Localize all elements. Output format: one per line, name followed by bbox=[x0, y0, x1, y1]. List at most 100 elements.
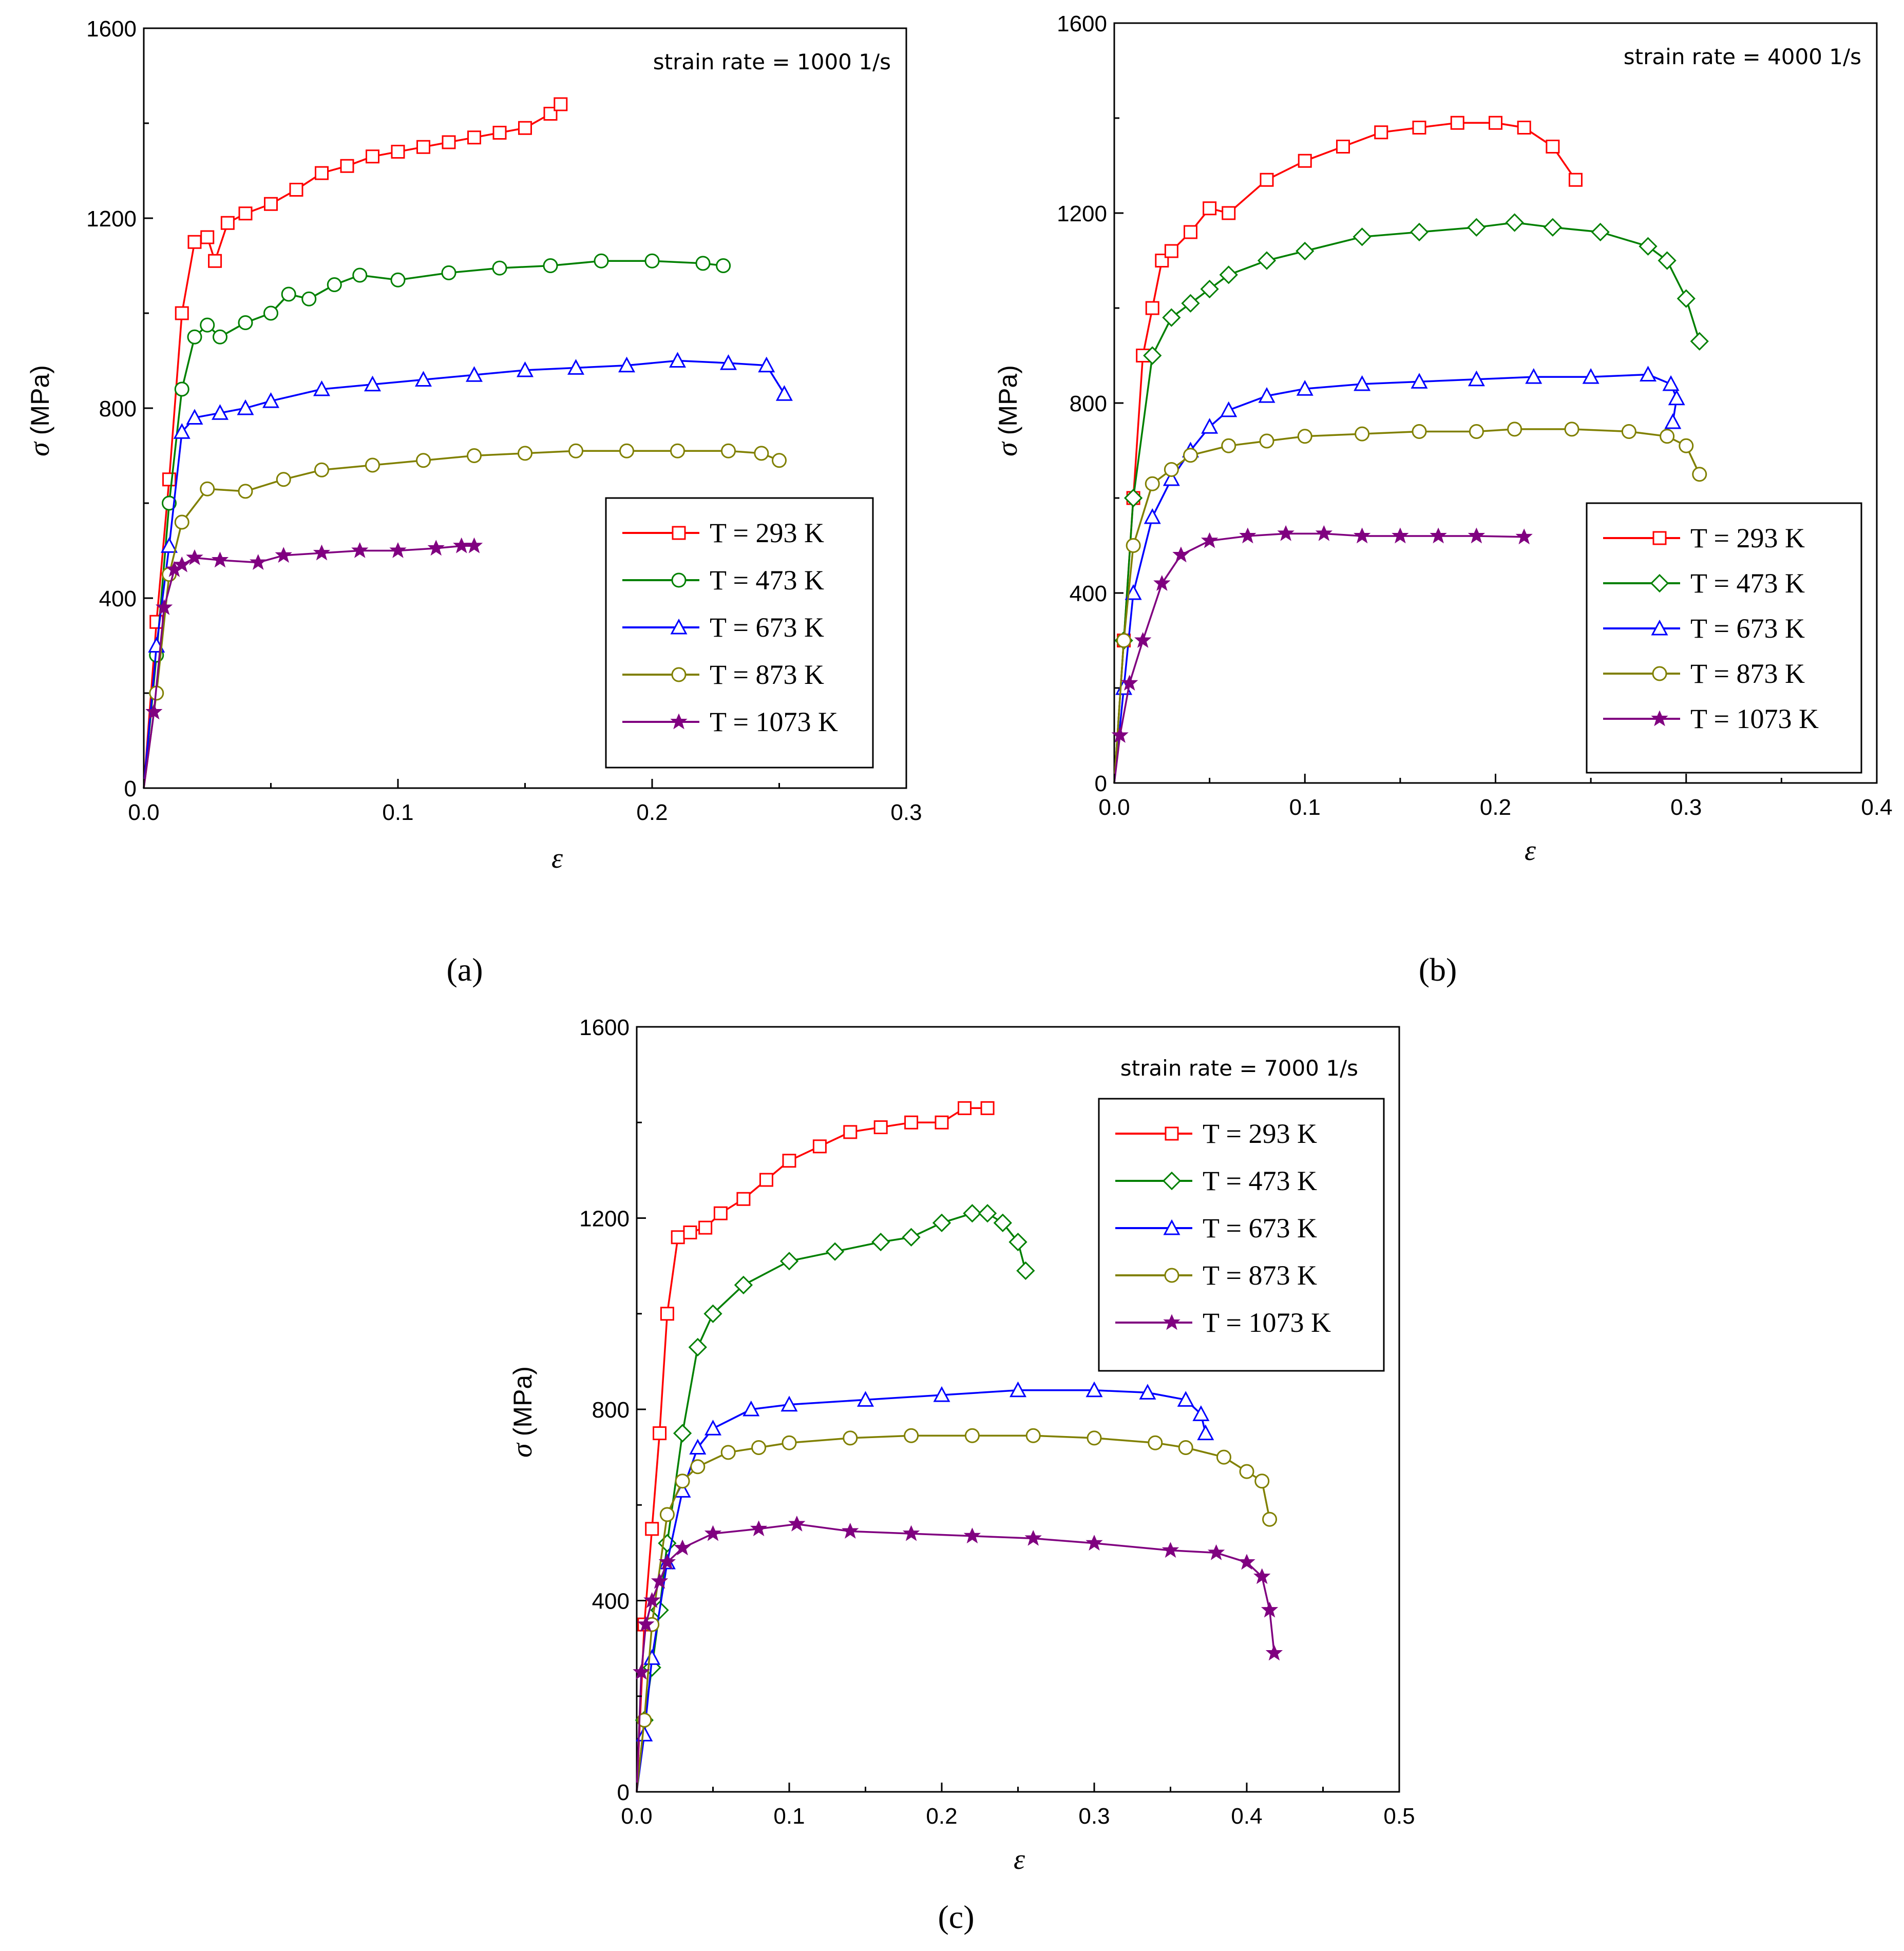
data-point bbox=[208, 254, 222, 268]
data-point bbox=[1240, 528, 1255, 543]
legend-box bbox=[1098, 1098, 1385, 1372]
data-point bbox=[659, 1507, 675, 1522]
y-tick-label: 1600 bbox=[86, 16, 137, 42]
data-point bbox=[352, 543, 368, 558]
data-point bbox=[492, 260, 507, 276]
data-point bbox=[637, 1712, 652, 1728]
data-point bbox=[713, 1206, 728, 1220]
data-point bbox=[1219, 265, 1238, 284]
data-point bbox=[698, 1220, 713, 1235]
data-point bbox=[238, 484, 253, 499]
data-point bbox=[1216, 1449, 1231, 1465]
data-point bbox=[842, 1523, 858, 1538]
data-point bbox=[980, 1101, 995, 1115]
data-point bbox=[812, 1139, 827, 1154]
data-point bbox=[1254, 1474, 1270, 1489]
data-point bbox=[958, 1101, 972, 1115]
data-point bbox=[1164, 462, 1179, 477]
data-point bbox=[1411, 373, 1428, 389]
data-point bbox=[758, 356, 775, 373]
data-point bbox=[313, 380, 331, 396]
data-point bbox=[340, 159, 354, 173]
data-point bbox=[543, 258, 558, 273]
data-point bbox=[669, 352, 687, 368]
data-point bbox=[301, 291, 317, 307]
data-point bbox=[1087, 1535, 1102, 1550]
x-tick-label: 0.5 bbox=[1383, 1804, 1415, 1829]
data-point bbox=[873, 1120, 888, 1135]
data-point bbox=[1296, 241, 1315, 261]
data-point bbox=[843, 1430, 858, 1446]
tick-layer: 0.0 0.1 0.2 0.3 0.4 0.5 0 400 800 1200 1600 bbox=[579, 1015, 1415, 1829]
data-layer bbox=[633, 1101, 1282, 1792]
data-point bbox=[1507, 422, 1522, 437]
data-point bbox=[993, 1213, 1012, 1232]
data-point bbox=[1145, 301, 1159, 315]
data-point bbox=[1145, 476, 1160, 491]
y-axis-symbol: σ bbox=[506, 1442, 538, 1458]
x-tick-label: 0.2 bbox=[636, 800, 668, 825]
data-point bbox=[673, 1424, 692, 1443]
data-point bbox=[1316, 526, 1332, 541]
data-point bbox=[721, 443, 736, 458]
data-point bbox=[390, 543, 406, 558]
legend-marker bbox=[1165, 1126, 1179, 1141]
data-point bbox=[238, 206, 253, 221]
data-point bbox=[856, 1391, 874, 1407]
legend-label: T = 473 K bbox=[710, 565, 824, 596]
data-point bbox=[978, 1204, 997, 1223]
x-tick-label: 0.4 bbox=[1861, 795, 1892, 820]
data-point bbox=[1658, 251, 1677, 270]
data-point bbox=[1546, 140, 1560, 154]
data-point bbox=[1025, 1531, 1041, 1545]
data-point bbox=[754, 446, 769, 461]
series-line-473k bbox=[636, 1212, 1026, 1792]
data-point bbox=[1690, 332, 1709, 351]
data-point bbox=[1692, 467, 1707, 482]
data-point bbox=[704, 1420, 722, 1436]
data-point bbox=[683, 1225, 697, 1239]
data-point bbox=[1639, 237, 1658, 256]
data-point bbox=[250, 554, 266, 569]
data-point bbox=[1662, 375, 1680, 391]
data-point bbox=[1086, 1381, 1103, 1398]
data-point bbox=[1163, 470, 1180, 486]
data-point bbox=[825, 1242, 845, 1261]
y-tick-label: 1200 bbox=[86, 206, 137, 232]
data-point bbox=[467, 448, 482, 463]
data-point bbox=[1354, 528, 1370, 543]
data-point bbox=[720, 1445, 736, 1460]
x-tick-label: 0.1 bbox=[1289, 795, 1321, 820]
data-point bbox=[734, 1275, 753, 1294]
data-point bbox=[1201, 418, 1218, 434]
legend-label: T = 293 K bbox=[1203, 1118, 1317, 1149]
data-point bbox=[1181, 294, 1200, 313]
series-line-873k bbox=[636, 1434, 1271, 1792]
legend: T = 293 K T = 473 K T = 673 K T = 873 K T = … bbox=[605, 497, 874, 769]
data-point bbox=[1450, 116, 1464, 130]
data-point bbox=[1135, 633, 1151, 647]
data-point bbox=[660, 1307, 674, 1321]
data-point bbox=[237, 399, 254, 415]
legend-label: T = 1073 K bbox=[710, 706, 838, 737]
data-point bbox=[160, 537, 178, 553]
data-point bbox=[1124, 488, 1143, 508]
data-point bbox=[1183, 448, 1198, 463]
data-point bbox=[1677, 289, 1696, 308]
legend-label: T = 873 K bbox=[1690, 658, 1805, 689]
legend: T = 293 K T = 473 K T = 673 K T = 873 K T = … bbox=[1098, 1098, 1385, 1372]
data-point bbox=[935, 1115, 949, 1130]
data-point bbox=[871, 1232, 890, 1252]
data-point bbox=[1639, 366, 1657, 381]
y-axis-label: σ (MPa) bbox=[992, 365, 1023, 456]
data-point bbox=[465, 366, 483, 382]
x-axis-label: ε bbox=[1525, 835, 1536, 867]
data-point bbox=[904, 1428, 919, 1443]
data-point bbox=[1431, 528, 1446, 543]
data-point bbox=[705, 1526, 721, 1541]
data-point bbox=[1469, 424, 1484, 439]
data-point bbox=[1679, 438, 1694, 453]
series-line-873k bbox=[143, 450, 780, 789]
data-layer bbox=[1112, 116, 1709, 783]
data-point bbox=[1257, 251, 1277, 270]
